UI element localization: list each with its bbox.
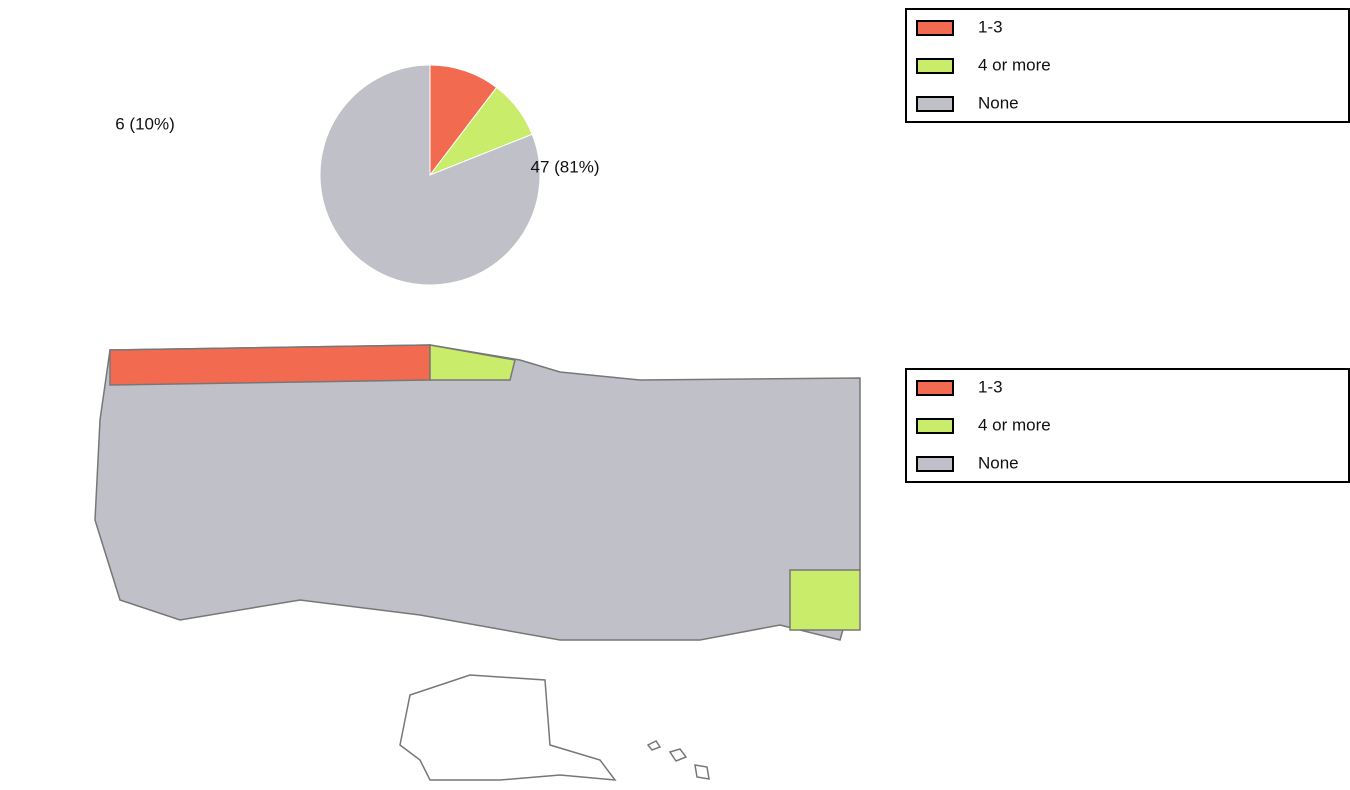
legend-swatch <box>916 456 954 472</box>
legend-box <box>905 368 1350 483</box>
legend-swatch <box>916 20 954 36</box>
legend-label: 1-3 <box>978 17 1003 36</box>
legend-label: None <box>978 93 1019 112</box>
map-shapes <box>94 344 861 781</box>
legend-swatch <box>916 418 954 434</box>
state-west <box>109 344 431 386</box>
state-south-east <box>789 569 861 631</box>
legend-label: 4 or more <box>978 415 1051 434</box>
legend-swatch <box>916 380 954 396</box>
pie-slice <box>319 64 541 286</box>
legend-swatch <box>916 58 954 74</box>
legend-label: None <box>978 453 1019 472</box>
legend-label: 1-3 <box>978 377 1003 396</box>
data-label: 47 (81%) <box>531 157 600 176</box>
legend-swatch <box>916 96 954 112</box>
alaska <box>399 674 617 781</box>
legend-label: 4 or more <box>978 55 1051 74</box>
hawaii <box>646 740 710 780</box>
us-mainland <box>94 344 861 641</box>
pie-slice <box>429 64 498 177</box>
data-label: 6 (10%) <box>115 114 175 133</box>
legend-box <box>905 8 1350 123</box>
state-north <box>429 344 516 381</box>
